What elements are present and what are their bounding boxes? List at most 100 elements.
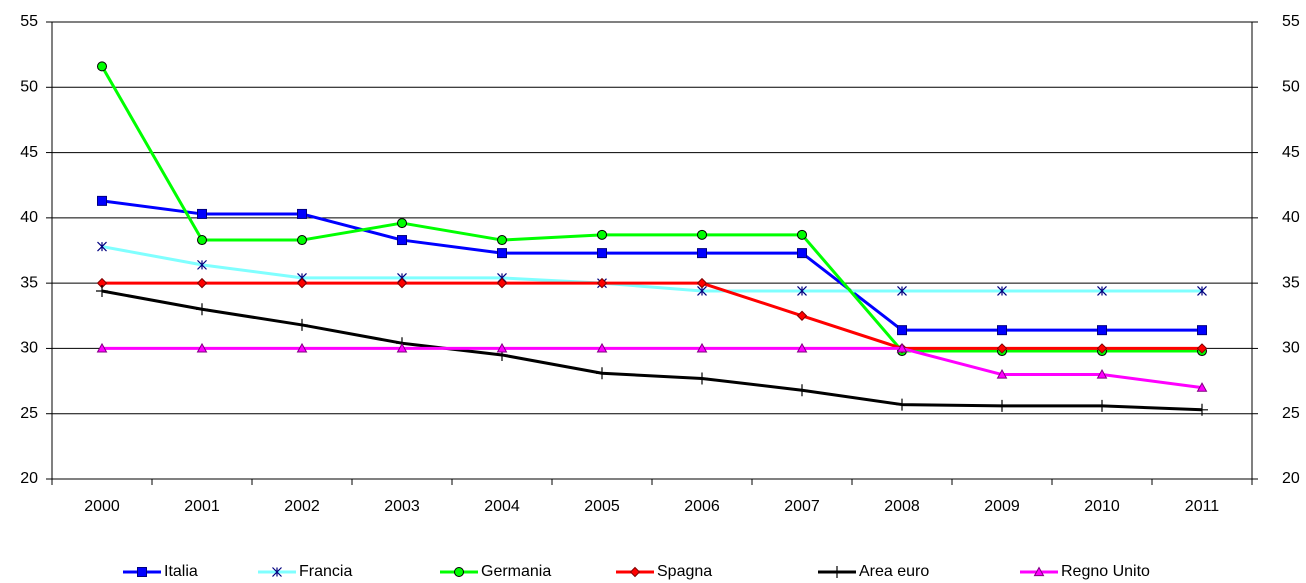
- marker: [272, 567, 282, 577]
- marker: [497, 235, 507, 246]
- marker: [797, 286, 807, 296]
- legend-label: Regno Unito: [1061, 563, 1150, 580]
- x-tick-label: 2011: [1185, 498, 1220, 515]
- marker: [831, 566, 843, 578]
- marker: [137, 567, 147, 577]
- marker: [396, 342, 408, 353]
- marker: [1196, 403, 1208, 416]
- series-line: [101, 245, 1202, 293]
- marker: [897, 325, 907, 336]
- marker: [796, 384, 808, 397]
- marker: [396, 277, 408, 289]
- y-tick-label: 25: [20, 405, 38, 422]
- marker: [196, 342, 208, 353]
- marker: [1096, 369, 1108, 379]
- marker: [596, 367, 608, 380]
- series: [97, 195, 1207, 336]
- series-line: [102, 346, 1203, 390]
- series: [97, 241, 1207, 296]
- marker: [596, 342, 608, 353]
- y2-tick-label: 45: [1282, 144, 1300, 161]
- x-tick-label: 2006: [684, 498, 720, 515]
- marker: [397, 235, 407, 246]
- marker: [97, 61, 107, 72]
- marker: [296, 342, 308, 353]
- marker: [797, 229, 807, 240]
- marker: [697, 229, 707, 240]
- marker: [697, 248, 707, 259]
- series-line: [102, 281, 1202, 350]
- y2-tick-label: 50: [1282, 79, 1300, 96]
- marker: [897, 286, 907, 296]
- marker: [454, 567, 464, 577]
- marker: [696, 277, 708, 289]
- y2-tick-label: 35: [1282, 274, 1300, 291]
- marker: [96, 284, 108, 297]
- marker: [629, 566, 641, 578]
- marker: [996, 399, 1008, 412]
- y-tick-label: 55: [20, 13, 38, 30]
- marker: [1097, 286, 1107, 296]
- marker: [297, 235, 307, 246]
- x-tick-label: 2004: [484, 498, 520, 515]
- y2-tick-label: 20: [1282, 470, 1300, 487]
- marker: [197, 259, 207, 270]
- y-tick-label: 35: [20, 274, 38, 291]
- x-tick-label: 2009: [984, 498, 1020, 515]
- marker: [1197, 286, 1207, 296]
- marker: [97, 195, 107, 206]
- marker: [1097, 325, 1107, 336]
- x-tick-label: 2005: [584, 498, 620, 515]
- marker: [1033, 566, 1045, 577]
- marker: [296, 318, 308, 331]
- marker: [296, 277, 308, 289]
- marker: [297, 208, 307, 219]
- marker: [696, 372, 708, 385]
- marker: [596, 277, 608, 289]
- x-tick-label: 2002: [284, 498, 320, 515]
- x-tick-label: 2008: [884, 498, 920, 515]
- marker: [496, 277, 508, 289]
- series-line: [100, 65, 1202, 353]
- y-tick-label: 40: [20, 209, 38, 226]
- y2-tick-label: 25: [1282, 405, 1300, 422]
- marker: [1197, 325, 1207, 336]
- y2-tick-label: 30: [1282, 340, 1300, 357]
- y2-tick-label: 55: [1282, 13, 1300, 30]
- series: [96, 342, 1208, 392]
- legend-label: Francia: [299, 563, 352, 580]
- marker: [196, 277, 208, 289]
- marker: [997, 325, 1007, 336]
- marker: [1096, 399, 1108, 412]
- marker: [1096, 343, 1108, 354]
- y-tick-label: 20: [20, 470, 38, 487]
- marker: [496, 342, 508, 353]
- marker: [896, 342, 908, 353]
- x-tick-label: 2000: [84, 498, 120, 515]
- marker: [796, 342, 808, 353]
- marker: [196, 303, 208, 316]
- series-line: [101, 199, 1202, 332]
- y-tick-label: 50: [20, 79, 38, 96]
- marker: [1196, 343, 1208, 354]
- marker: [996, 343, 1008, 354]
- y-tick-label: 45: [20, 144, 38, 161]
- marker: [896, 398, 908, 411]
- marker: [497, 248, 507, 259]
- x-tick-label: 2003: [384, 498, 420, 515]
- marker: [597, 248, 607, 259]
- y-tick-label: 30: [20, 340, 38, 357]
- marker: [197, 208, 207, 219]
- marker: [996, 369, 1008, 379]
- marker: [797, 248, 807, 259]
- legend-label: Italia: [164, 563, 198, 580]
- x-tick-label: 2007: [784, 498, 820, 515]
- marker: [796, 310, 808, 321]
- legend-label: Germania: [481, 563, 551, 580]
- marker: [397, 218, 407, 229]
- marker: [197, 235, 207, 246]
- marker: [597, 229, 607, 240]
- marker: [97, 241, 107, 252]
- y2-tick-label: 40: [1282, 209, 1300, 226]
